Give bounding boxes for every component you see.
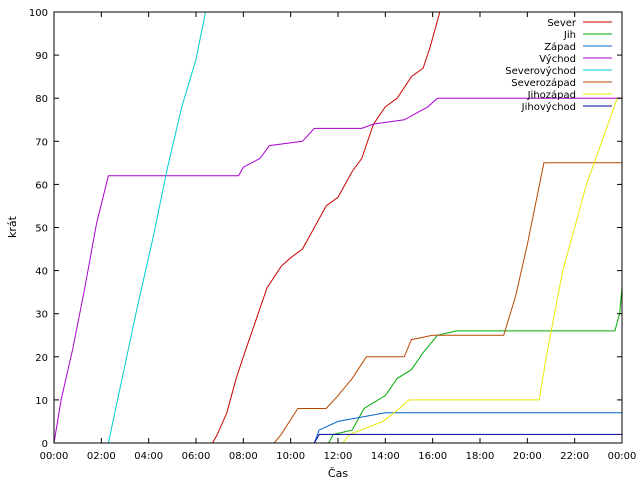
series-line	[54, 97, 622, 443]
y-tick-label: 20	[35, 353, 48, 364]
legend-label: Jih	[563, 30, 576, 41]
legend-label: Západ	[544, 41, 576, 53]
series-line	[54, 12, 206, 443]
x-tick-label: 02:00	[87, 451, 116, 462]
legend-label: Jihozápad	[527, 89, 576, 101]
series-lines	[54, 12, 622, 443]
series-line	[54, 433, 622, 443]
x-axis-label: Čas	[328, 467, 348, 480]
x-tick-label: 20:00	[513, 451, 542, 462]
x-tick-label: 06:00	[182, 451, 211, 462]
y-axis-label: krát	[6, 215, 19, 238]
x-tick-label: 08:00	[229, 451, 258, 462]
y-tick-label: 100	[29, 8, 48, 19]
legend-label: Severozápad	[511, 77, 576, 89]
y-tick-label: 50	[35, 224, 48, 235]
legend: SeverJihZápadVýchodSeverovýchodSeverozáp…	[505, 18, 612, 113]
legend-label: Východ	[539, 53, 576, 65]
series-line	[54, 287, 622, 443]
x-tick-label: 10:00	[276, 451, 305, 462]
y-tick-label: 40	[35, 267, 48, 278]
y-tick-label: 60	[35, 180, 48, 191]
y-tick-label: 0	[42, 439, 48, 450]
legend-label: Severovýchod	[505, 65, 576, 77]
x-tick-label: 04:00	[134, 451, 163, 462]
y-tick-label: 90	[35, 51, 48, 62]
series-line	[54, 412, 622, 443]
y-tick-label: 80	[35, 94, 48, 105]
x-tick-label: 12:00	[324, 451, 353, 462]
x-tick-label: 14:00	[371, 451, 400, 462]
y-tick-label: 70	[35, 137, 48, 148]
x-tick-label: 00:00	[608, 451, 637, 462]
x-tick-label: 18:00	[466, 451, 495, 462]
x-tick-label: 00:00	[40, 451, 69, 462]
series-line	[54, 12, 441, 443]
legend-label: Sever	[547, 18, 577, 29]
y-tick-label: 30	[35, 310, 48, 321]
y-tick-label: 10	[35, 396, 48, 407]
x-tick-label: 22:00	[560, 451, 589, 462]
series-line	[54, 98, 618, 443]
series-line	[54, 162, 622, 443]
axis-ticks: 00:00 02:00 04:00 06:00 08:00 10:00 12:00 14:00…	[29, 8, 637, 462]
x-tick-label: 16:00	[418, 451, 447, 462]
series-group	[54, 12, 622, 443]
legend-label: Jihovýchod	[521, 101, 576, 113]
